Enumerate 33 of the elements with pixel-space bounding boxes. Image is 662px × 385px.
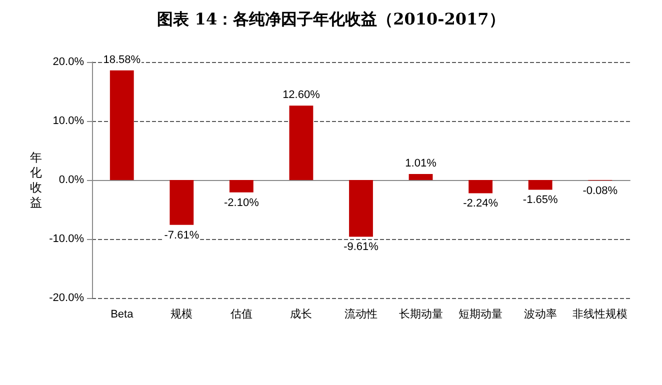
y-axis-title: 年化收益	[30, 150, 42, 210]
bar	[349, 180, 373, 237]
data-label: 12.60%	[282, 89, 320, 102]
y-tick-label: -10.0%	[49, 233, 84, 245]
bar	[408, 174, 433, 180]
bar	[229, 180, 254, 192]
x-tick-label: 波动率	[524, 308, 557, 320]
x-tick-label: 长期动量	[398, 308, 443, 320]
data-label: -1.65%	[522, 194, 558, 206]
x-tick-label: Beta	[110, 308, 134, 320]
y-tick-label: -20.0%	[49, 292, 84, 304]
data-label: -2.24%	[463, 198, 498, 210]
data-label: -0.08%	[582, 184, 618, 197]
bar	[110, 70, 134, 180]
data-label: -7.61%	[164, 229, 200, 242]
bar	[289, 106, 314, 180]
data-label: -2.10%	[224, 196, 260, 209]
bar	[468, 180, 493, 194]
data-label: -9.61%	[344, 241, 379, 254]
x-tick-label: 成长	[290, 308, 312, 320]
data-label: 18.58%	[103, 54, 141, 66]
x-tick-label: 非线性规模	[572, 308, 628, 320]
y-tick-label: 10.0%	[52, 115, 84, 127]
x-tick-label: 流动性	[344, 308, 378, 320]
bar	[528, 180, 552, 190]
bar	[170, 180, 194, 225]
y-tick-label: 20.0%	[52, 56, 84, 68]
chart-title: 图表 14：各纯净因子年化收益（2010-2017）	[157, 10, 505, 28]
data-label: 1.01%	[405, 158, 437, 170]
x-tick-label: 估值	[230, 308, 252, 320]
y-tick-label: 0.0%	[58, 174, 84, 186]
x-tick-label: 规模	[170, 308, 193, 320]
x-tick-label: 短期动量	[458, 308, 503, 320]
